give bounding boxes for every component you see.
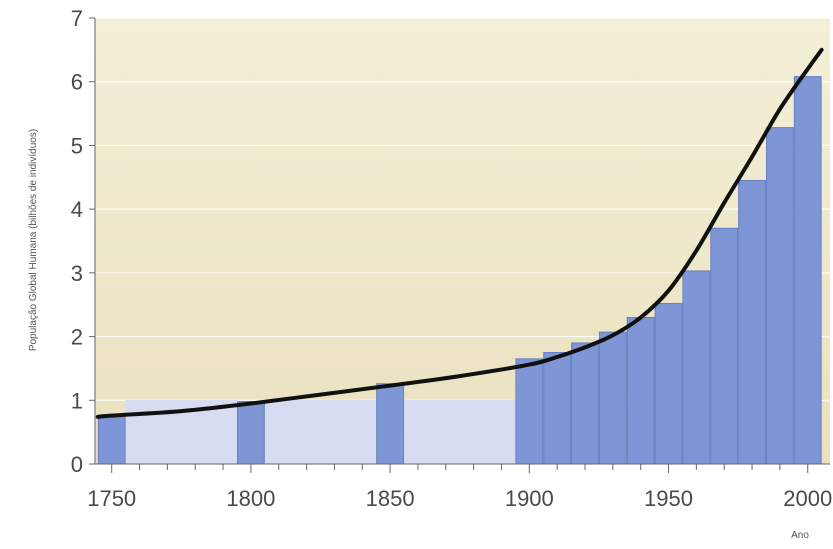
bar-1980 bbox=[738, 179, 766, 464]
curve-series bbox=[95, 47, 824, 419]
y-tick-label-5: 5 bbox=[71, 133, 83, 158]
x-tick-label-1850: 1850 bbox=[366, 486, 415, 511]
interval-band-3 bbox=[404, 400, 516, 464]
y-tick-label-4: 4 bbox=[71, 197, 83, 222]
bar-1800 bbox=[236, 401, 265, 464]
bar-1900 bbox=[515, 358, 544, 464]
x-tick-label-1800: 1800 bbox=[226, 486, 275, 511]
x-tick-label-2000: 2000 bbox=[783, 486, 832, 511]
y-tick-label-0: 0 bbox=[71, 452, 83, 477]
x-tick-label-1950: 1950 bbox=[644, 486, 693, 511]
y-tick-label-7: 7 bbox=[71, 6, 83, 31]
y-tick-label-2: 2 bbox=[71, 325, 83, 350]
axes bbox=[89, 17, 830, 473]
y-axis-title: População Global Humana (bilhões de indi… bbox=[28, 129, 39, 351]
bar-1970 bbox=[710, 227, 739, 464]
bar-1850 bbox=[376, 383, 405, 464]
y-tick-label-3: 3 bbox=[71, 261, 83, 286]
tick-labels: 0 1 2 3 4 5 6 7 1750 1800 1850 1900 1950 2000 bbox=[71, 6, 832, 511]
y-tick-label-1: 1 bbox=[71, 388, 83, 413]
x-tick-label-1900: 1900 bbox=[505, 486, 554, 511]
x-tick-label-1750: 1750 bbox=[87, 486, 136, 511]
population-curve bbox=[95, 47, 824, 419]
bar-1910 bbox=[543, 352, 572, 464]
bar-1920 bbox=[571, 342, 599, 464]
bar-1940 bbox=[626, 316, 655, 464]
interval-band-2 bbox=[264, 400, 377, 464]
bar-1750 bbox=[97, 415, 126, 464]
bar-2000 bbox=[793, 76, 822, 464]
bar-1930 bbox=[598, 331, 627, 464]
bar-1950 bbox=[654, 302, 683, 464]
y-tick-label-6: 6 bbox=[71, 70, 83, 95]
bar-1990 bbox=[765, 127, 794, 464]
x-axis-title: Ano bbox=[791, 530, 809, 541]
bar-1960 bbox=[682, 270, 711, 464]
